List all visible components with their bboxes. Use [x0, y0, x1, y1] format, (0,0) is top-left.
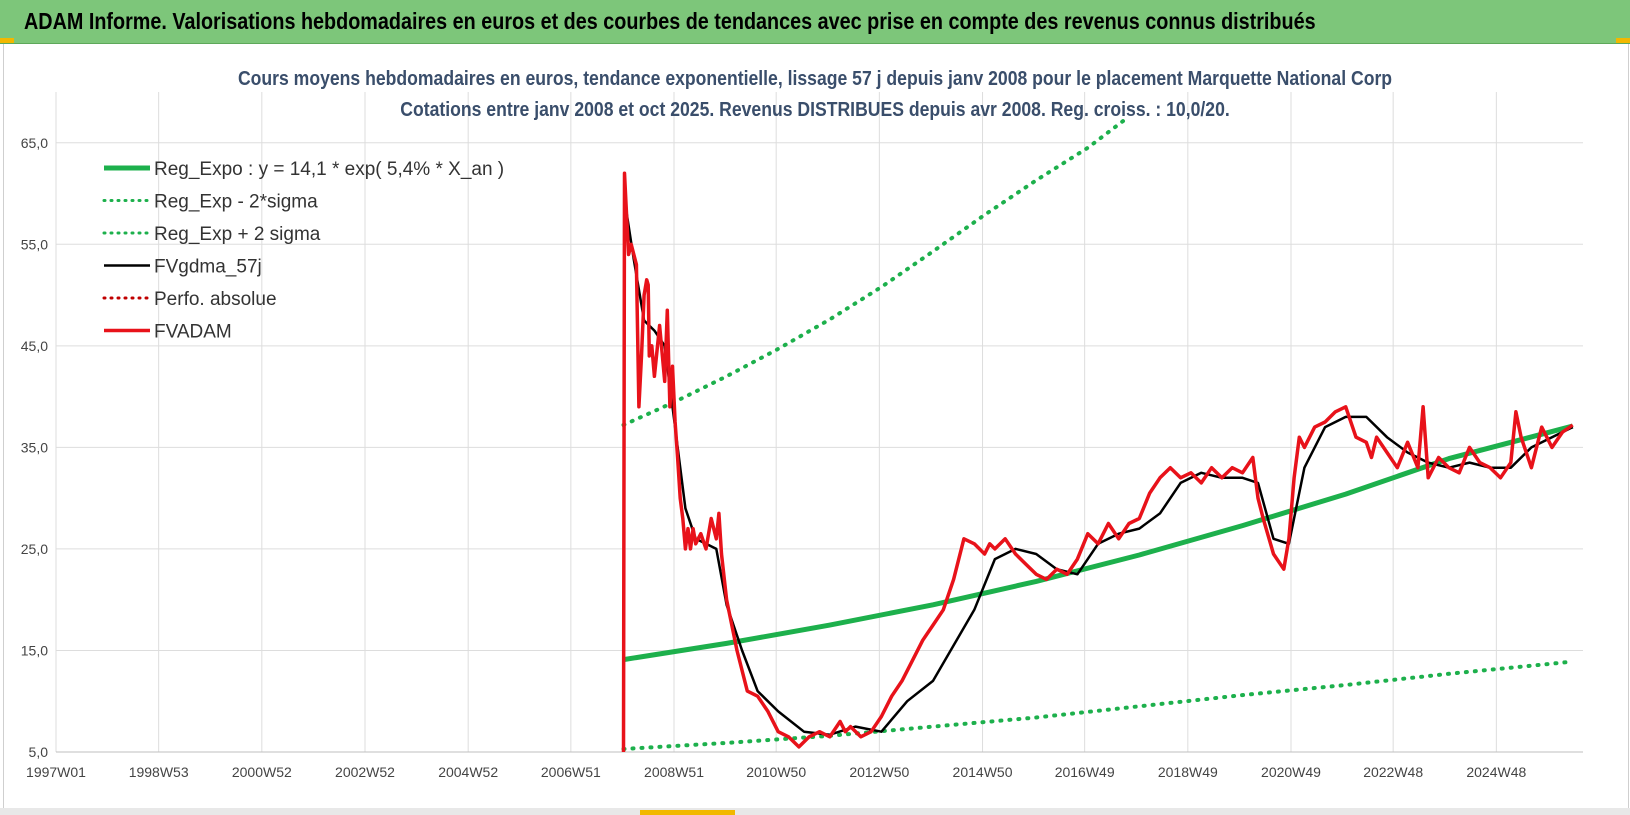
series-lines	[621, 118, 1575, 753]
series-line-5	[621, 171, 1574, 753]
x-tick-label: 2016W49	[1055, 764, 1115, 780]
corner-accent-right	[1616, 38, 1630, 43]
chart-subtitle: Cotations entre janv 2008 et oct 2025. R…	[400, 99, 1230, 121]
report-title: ADAM Informe. Valorisations hebdomadaire…	[24, 8, 1316, 34]
axis-labels: 5,0 15,0 25,0 35,0 45,0 55,0 65,0 1997W01 1998W5…	[21, 135, 1583, 780]
y-tick-label: 25,0	[21, 541, 48, 557]
bottom-accent	[640, 810, 735, 815]
x-tick-label: 2020W49	[1261, 764, 1321, 780]
x-tick-label: 2018W49	[1158, 764, 1218, 780]
legend: Reg_Expo : y = 14,1 * exp( 5,4% * X_an )…	[102, 159, 504, 343]
x-tick-label: 2022W48	[1363, 764, 1423, 780]
x-tick-label: 2000W52	[232, 764, 292, 780]
bottom-bar	[0, 808, 1630, 815]
y-tick-label: 35,0	[21, 439, 48, 455]
legend-label-0: Reg_Expo : y = 14,1 * exp( 5,4% * X_an )	[154, 159, 504, 180]
y-tick-label: 55,0	[21, 236, 48, 252]
y-tick-label: 45,0	[21, 338, 48, 354]
corner-accent-left	[0, 38, 14, 43]
legend-label-4: Perfo. absolue	[154, 289, 277, 310]
x-tick-label: 2008W51	[644, 764, 704, 780]
x-tick-label: 2014W50	[953, 764, 1013, 780]
legend-label-3: FVgdma_57j	[154, 257, 262, 278]
x-tick-label: 2004W52	[438, 764, 498, 780]
chart-title: Cours moyens hebdomadaires en euros, ten…	[237, 68, 1393, 90]
legend-label-1: Reg_Exp - 2*sigma	[154, 192, 318, 213]
y-tick-label: 65,0	[21, 135, 48, 151]
series-line-0	[623, 423, 1574, 663]
x-tick-label: 1997W01	[26, 764, 86, 780]
x-tick-label: 1998W53	[129, 764, 189, 780]
series-line-2	[621, 118, 1126, 427]
legend-label-5: FVADAM	[154, 322, 232, 343]
x-tick-label: 2024W48	[1466, 764, 1526, 780]
gridlines	[55, 92, 1583, 753]
legend-label-2: Reg_Exp + 2 sigma	[154, 224, 321, 245]
x-tick-label: 2012W50	[849, 764, 909, 780]
x-tick-label: 2002W52	[335, 764, 395, 780]
x-tick-label: 2010W50	[746, 764, 806, 780]
y-tick-label: 15,0	[21, 642, 48, 658]
y-tick-label: 5,0	[29, 744, 49, 760]
series-line-1	[621, 659, 1575, 751]
report-header: ADAM Informe. Valorisations hebdomadaire…	[0, 0, 1630, 44]
x-tick-label: 2006W51	[541, 764, 601, 780]
